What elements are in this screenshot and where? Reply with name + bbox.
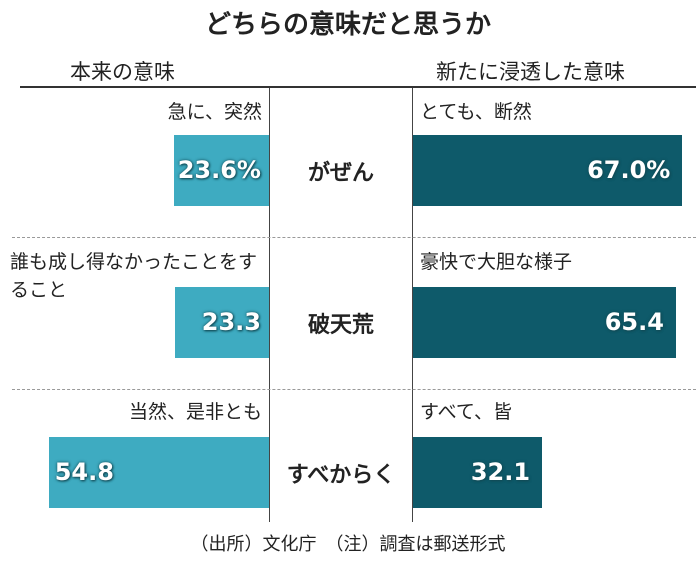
term-label: すべからく [286,463,396,488]
data-label-new: 65.4 [604,308,664,336]
header-original-meaning: 本来の意味 [70,60,175,84]
new-meaning-description: とても、断然 [420,101,532,123]
original-meaning-description: 急に、突然 [167,101,262,123]
data-label-original: 23.6% [177,156,261,184]
new-meaning-description: 豪快で大胆な様子 [420,251,573,273]
data-label-original: 54.8 [54,458,114,486]
row-separator [12,237,696,238]
center-right-divider [412,88,413,522]
bar-new-meaning: 65.4 [413,287,676,358]
bar-original-meaning: 23.6% [174,135,269,206]
header-new-meaning: 新たに浸透した意味 [436,60,625,84]
new-meaning-description: すべて、皆 [420,401,512,423]
center-left-divider [269,88,270,522]
data-label-new: 32.1 [470,458,531,486]
source-note: （出所）文化庁 （注）調査は郵送形式 [190,534,506,555]
bar-new-meaning: 32.1 [413,437,543,508]
chart-title: どちらの意味だと思うか [204,10,491,40]
data-label-original: 23.3 [201,308,261,336]
data-label-new: 67.0% [587,156,671,184]
bar-new-meaning: 67.0% [413,135,683,206]
row-separator [12,389,696,390]
bar-original-meaning: 23.3 [175,287,269,358]
header-divider [20,86,696,88]
term-label: がぜん [307,161,374,186]
term-label: 破天荒 [307,313,374,338]
original-meaning-description: 当然、是非とも [128,401,262,423]
original-meaning-description: 誰も成し得なかったことをすること [10,251,258,301]
bar-original-meaning: 54.8 [48,437,269,508]
